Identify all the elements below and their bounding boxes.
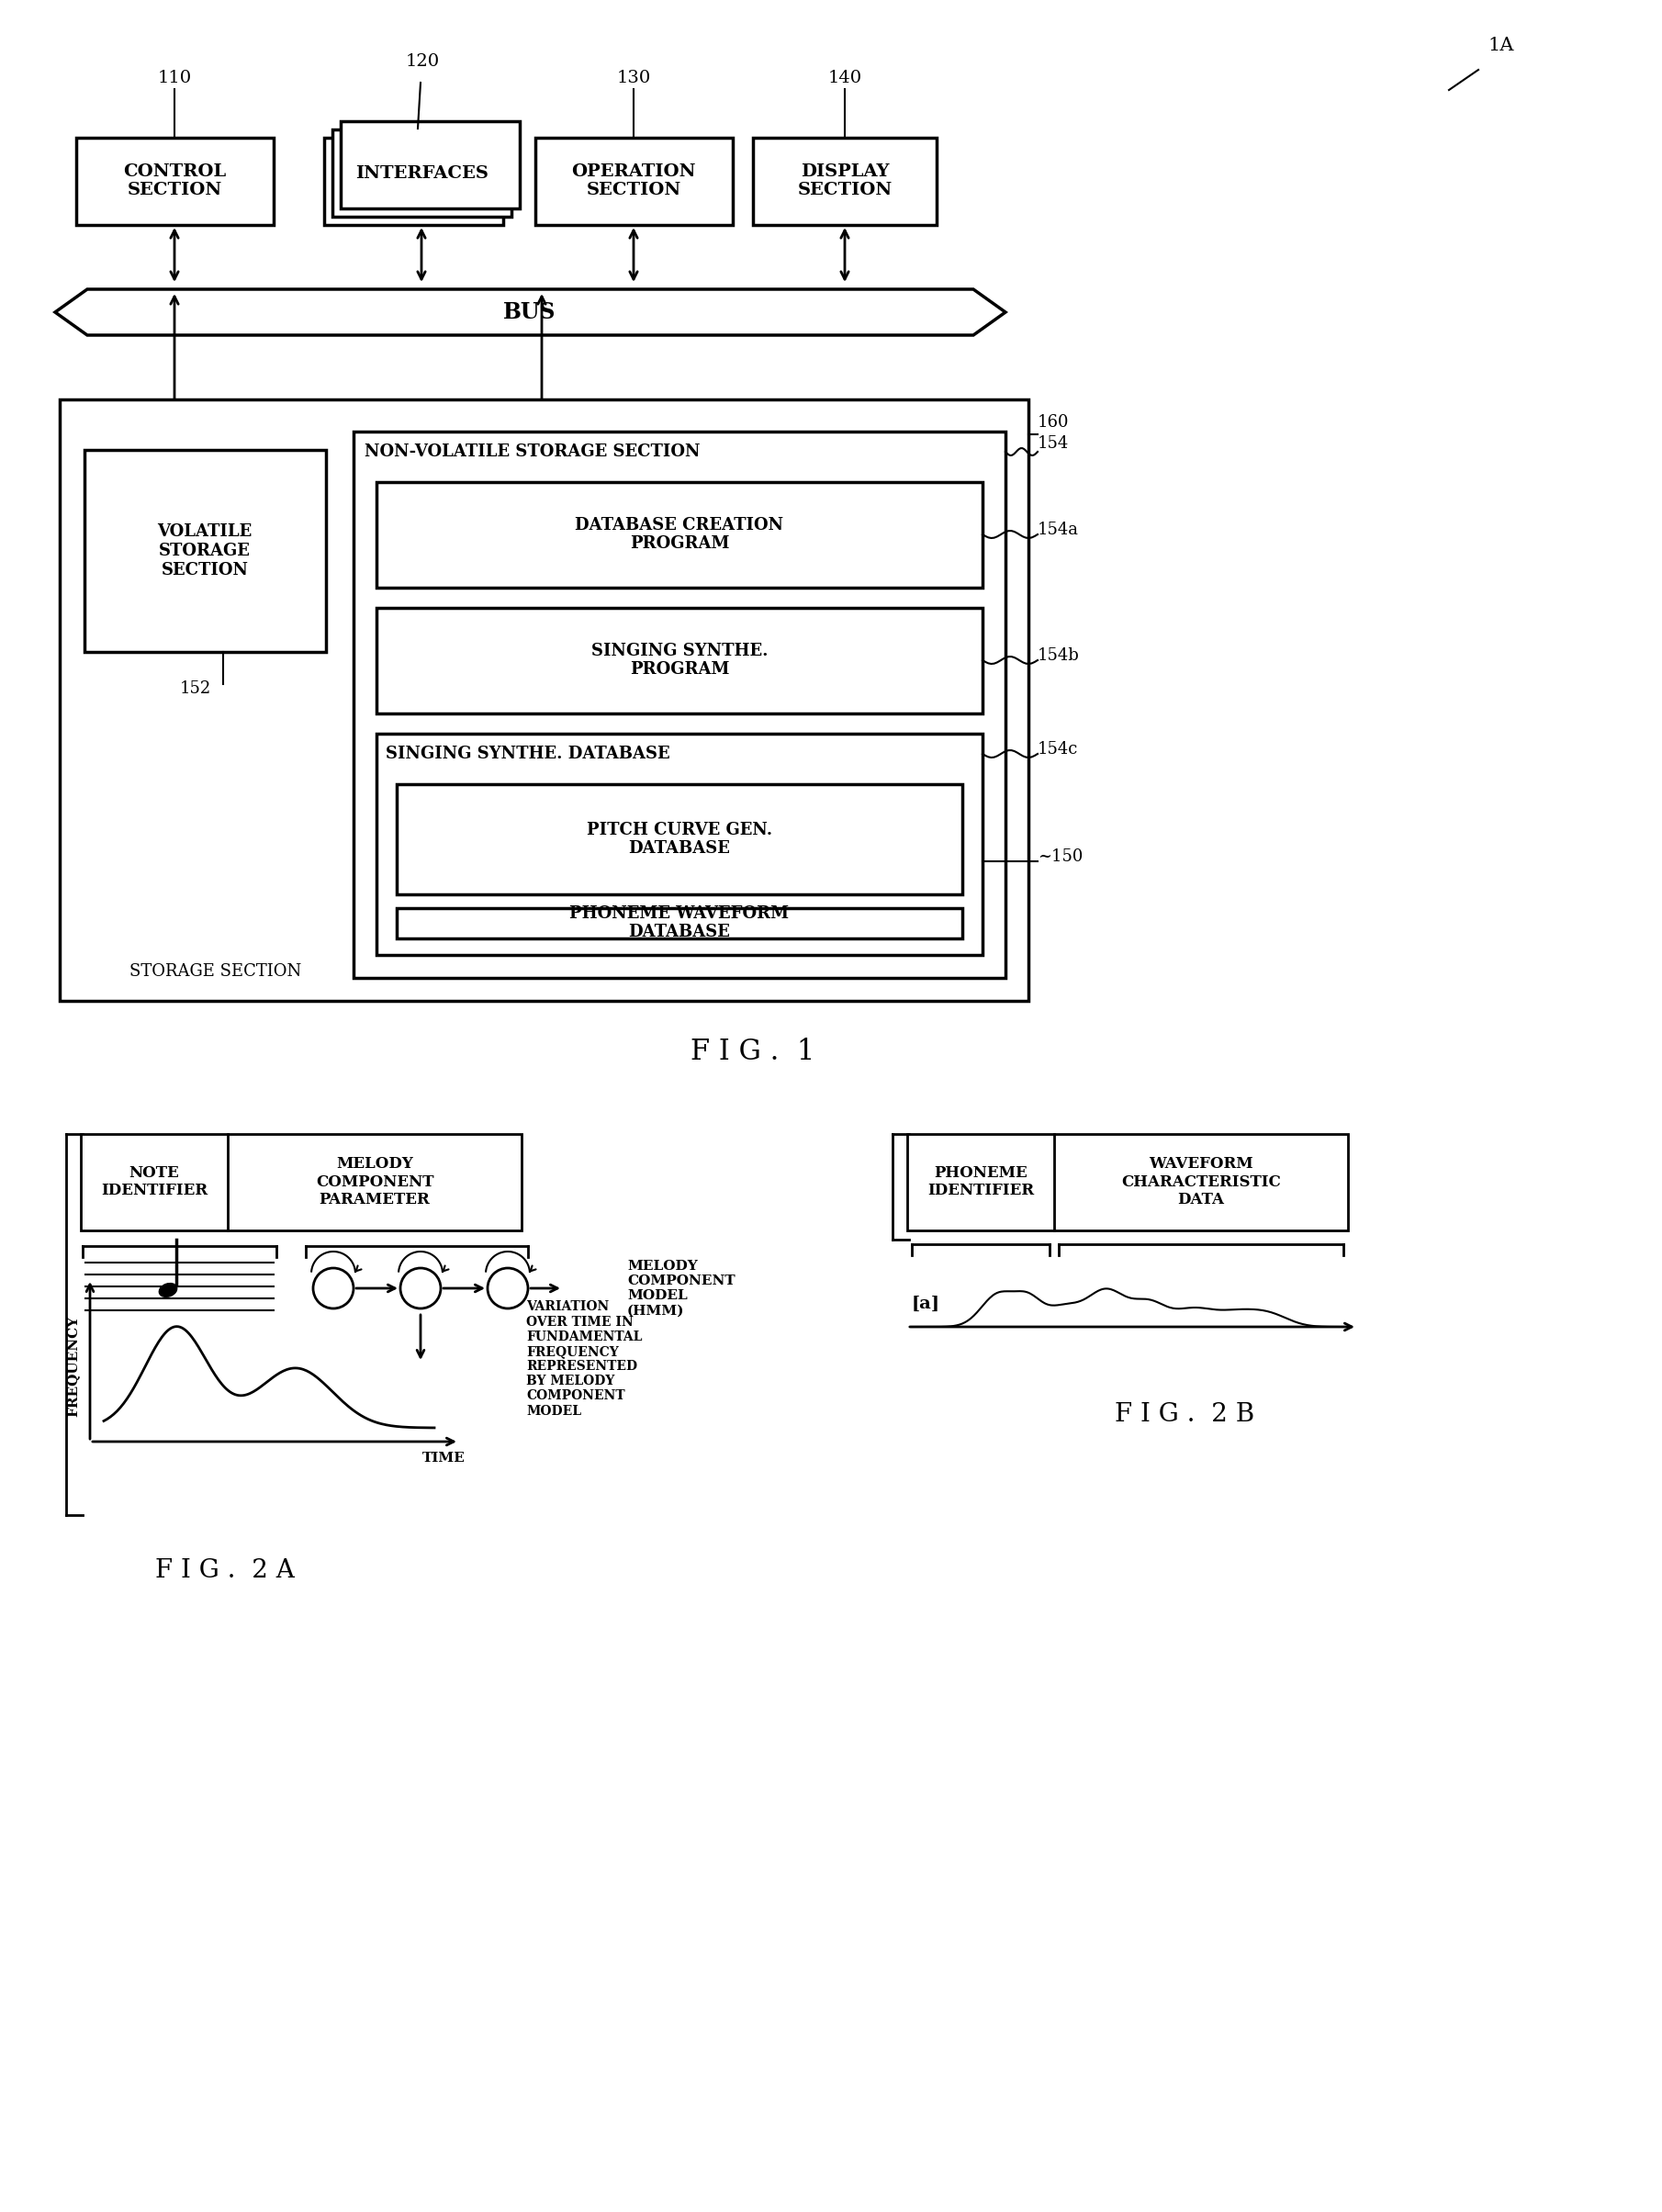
Bar: [397, 909, 962, 938]
Text: F I G .  1: F I G . 1: [691, 1037, 814, 1066]
Bar: [81, 1135, 522, 1230]
Bar: [85, 449, 326, 653]
Text: PHONEME WAVEFORM
DATABASE: PHONEME WAVEFORM DATABASE: [570, 905, 789, 940]
Bar: [354, 431, 1006, 978]
Text: VOLATILE
STORAGE
SECTION: VOLATILE STORAGE SECTION: [158, 524, 253, 577]
Text: BUS: BUS: [504, 301, 557, 323]
Bar: [377, 608, 982, 714]
Text: 154c: 154c: [1037, 741, 1079, 757]
Bar: [535, 137, 733, 226]
Text: MELODY
COMPONENT
MODEL
(HMM): MELODY COMPONENT MODEL (HMM): [627, 1259, 735, 1316]
Text: 1A: 1A: [1487, 38, 1514, 53]
Text: SINGING SYNTHE. DATABASE: SINGING SYNTHE. DATABASE: [386, 745, 670, 763]
Bar: [753, 137, 937, 226]
Text: PITCH CURVE GEN.
DATABASE: PITCH CURVE GEN. DATABASE: [587, 821, 773, 856]
Text: 154: 154: [1037, 436, 1069, 451]
Text: 154a: 154a: [1037, 522, 1079, 538]
Text: NON-VOLATILE STORAGE SECTION: NON-VOLATILE STORAGE SECTION: [364, 442, 700, 460]
Text: OPERATION
SECTION: OPERATION SECTION: [572, 164, 696, 199]
Text: DISPLAY
SECTION: DISPLAY SECTION: [798, 164, 892, 199]
Text: FREQUENCY: FREQUENCY: [66, 1316, 80, 1418]
Circle shape: [401, 1267, 440, 1310]
Text: DATABASE CREATION
PROGRAM: DATABASE CREATION PROGRAM: [575, 518, 784, 553]
Text: 120: 120: [406, 53, 439, 71]
Bar: [332, 131, 512, 217]
Bar: [377, 734, 982, 956]
Bar: [60, 400, 1029, 1000]
Ellipse shape: [160, 1283, 176, 1296]
Bar: [377, 482, 982, 588]
Text: PHONEME
IDENTIFIER: PHONEME IDENTIFIER: [927, 1166, 1034, 1199]
Text: MELODY
COMPONENT
PARAMETER: MELODY COMPONENT PARAMETER: [316, 1157, 434, 1208]
Bar: [76, 137, 274, 226]
Text: ~150: ~150: [1037, 849, 1084, 865]
Text: CONTROL
SECTION: CONTROL SECTION: [123, 164, 226, 199]
Text: NOTE
IDENTIFIER: NOTE IDENTIFIER: [101, 1166, 208, 1199]
Text: F I G .  2 A: F I G . 2 A: [155, 1557, 294, 1582]
Text: VARIATION
OVER TIME IN
FUNDAMENTAL
FREQUENCY
REPRESENTED
BY MELODY
COMPONENT
MOD: VARIATION OVER TIME IN FUNDAMENTAL FREQU…: [527, 1301, 642, 1418]
Text: 154b: 154b: [1037, 648, 1080, 664]
Bar: [397, 785, 962, 894]
Text: STORAGE SECTION: STORAGE SECTION: [130, 962, 302, 980]
Text: F I G .  2 B: F I G . 2 B: [1115, 1402, 1255, 1427]
Text: 152: 152: [179, 681, 211, 697]
Text: 130: 130: [617, 71, 652, 86]
Text: SINGING SYNTHE.
PROGRAM: SINGING SYNTHE. PROGRAM: [592, 641, 768, 679]
Circle shape: [312, 1267, 354, 1310]
Bar: [907, 1135, 1348, 1230]
Text: INTERFACES: INTERFACES: [356, 166, 489, 181]
Circle shape: [487, 1267, 529, 1310]
Text: 110: 110: [158, 71, 191, 86]
Text: 160: 160: [1037, 414, 1069, 431]
Bar: [324, 137, 504, 226]
Text: [a]: [a]: [912, 1296, 941, 1312]
Polygon shape: [55, 290, 1006, 336]
Text: WAVEFORM
CHARACTERISTIC
DATA: WAVEFORM CHARACTERISTIC DATA: [1122, 1157, 1281, 1208]
Bar: [341, 122, 520, 208]
Text: TIME: TIME: [422, 1451, 465, 1464]
Text: 140: 140: [828, 71, 863, 86]
